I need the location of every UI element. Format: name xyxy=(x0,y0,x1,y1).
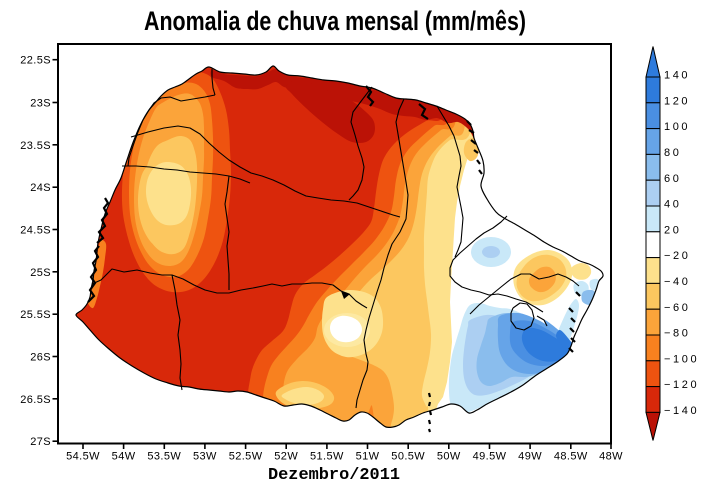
svg-text:40: 40 xyxy=(664,199,681,211)
svg-text:22.5S: 22.5S xyxy=(20,55,51,67)
svg-text:−20: −20 xyxy=(664,250,690,262)
svg-text:48W: 48W xyxy=(599,451,623,463)
svg-text:52W: 52W xyxy=(274,451,298,463)
svg-text:49.5W: 49.5W xyxy=(473,451,507,463)
svg-text:24S: 24S xyxy=(30,182,51,194)
svg-text:51.5W: 51.5W xyxy=(310,451,344,463)
svg-text:27S: 27S xyxy=(30,436,51,448)
svg-text:−80: −80 xyxy=(664,328,690,340)
svg-text:−140: −140 xyxy=(664,405,699,417)
svg-text:100: 100 xyxy=(664,121,690,133)
svg-text:26S: 26S xyxy=(30,352,51,364)
svg-text:80: 80 xyxy=(664,147,681,159)
svg-text:−120: −120 xyxy=(664,379,699,391)
svg-text:50.5W: 50.5W xyxy=(391,451,425,463)
svg-text:Anomalia de chuva mensal (mm/m: Anomalia de chuva mensal (mm/mês) xyxy=(144,6,526,36)
svg-text:23S: 23S xyxy=(30,98,51,110)
svg-text:25.5S: 25.5S xyxy=(20,309,51,321)
svg-text:140: 140 xyxy=(664,70,690,82)
svg-text:54W: 54W xyxy=(112,451,136,463)
svg-text:51W: 51W xyxy=(356,451,380,463)
svg-text:53.5W: 53.5W xyxy=(147,451,181,463)
svg-text:−100: −100 xyxy=(664,353,699,365)
svg-text:50W: 50W xyxy=(437,451,461,463)
svg-text:60: 60 xyxy=(664,173,681,185)
svg-text:−40: −40 xyxy=(664,276,690,288)
svg-text:52.5W: 52.5W xyxy=(229,451,263,463)
svg-text:26.5S: 26.5S xyxy=(20,394,51,406)
svg-text:53W: 53W xyxy=(193,451,217,463)
svg-text:48.5W: 48.5W xyxy=(554,451,588,463)
svg-text:Dezembro/2011: Dezembro/2011 xyxy=(268,466,400,485)
svg-text:54.5W: 54.5W xyxy=(66,451,100,463)
svg-text:49W: 49W xyxy=(518,451,542,463)
svg-text:25S: 25S xyxy=(30,267,51,279)
svg-text:20: 20 xyxy=(664,224,681,236)
svg-text:23.5S: 23.5S xyxy=(20,140,51,152)
svg-text:−60: −60 xyxy=(664,302,690,314)
svg-text:120: 120 xyxy=(664,95,690,107)
svg-text:24.5S: 24.5S xyxy=(20,225,51,237)
